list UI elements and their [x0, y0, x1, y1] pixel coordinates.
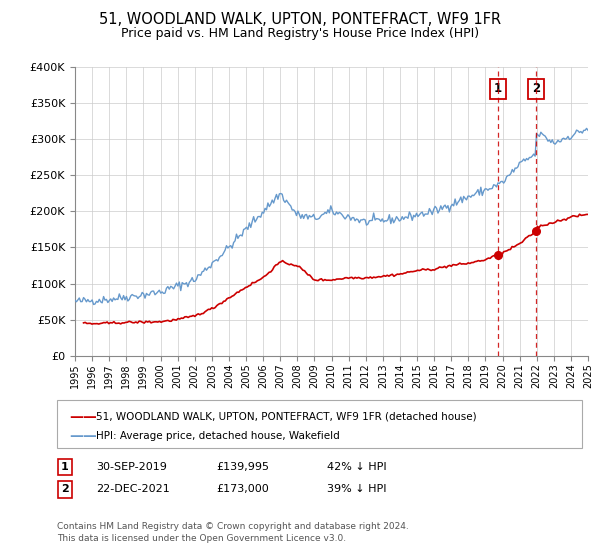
- Text: 2: 2: [532, 82, 540, 95]
- Text: This data is licensed under the Open Government Licence v3.0.: This data is licensed under the Open Gov…: [57, 534, 346, 543]
- Text: 39% ↓ HPI: 39% ↓ HPI: [327, 484, 386, 494]
- Text: Price paid vs. HM Land Registry's House Price Index (HPI): Price paid vs. HM Land Registry's House …: [121, 27, 479, 40]
- Text: ——: ——: [69, 429, 97, 442]
- Text: 30-SEP-2019: 30-SEP-2019: [96, 462, 167, 472]
- Text: 2: 2: [61, 484, 68, 494]
- Text: 1: 1: [494, 82, 502, 95]
- Text: 42% ↓ HPI: 42% ↓ HPI: [327, 462, 386, 472]
- Text: 22-DEC-2021: 22-DEC-2021: [96, 484, 170, 494]
- Text: ——: ——: [69, 410, 97, 423]
- Text: 1: 1: [61, 462, 68, 472]
- Text: 51, WOODLAND WALK, UPTON, PONTEFRACT, WF9 1FR: 51, WOODLAND WALK, UPTON, PONTEFRACT, WF…: [99, 12, 501, 27]
- Text: Contains HM Land Registry data © Crown copyright and database right 2024.: Contains HM Land Registry data © Crown c…: [57, 522, 409, 531]
- Text: £173,000: £173,000: [216, 484, 269, 494]
- Text: £139,995: £139,995: [216, 462, 269, 472]
- Text: HPI: Average price, detached house, Wakefield: HPI: Average price, detached house, Wake…: [96, 431, 340, 441]
- Text: 51, WOODLAND WALK, UPTON, PONTEFRACT, WF9 1FR (detached house): 51, WOODLAND WALK, UPTON, PONTEFRACT, WF…: [96, 412, 476, 422]
